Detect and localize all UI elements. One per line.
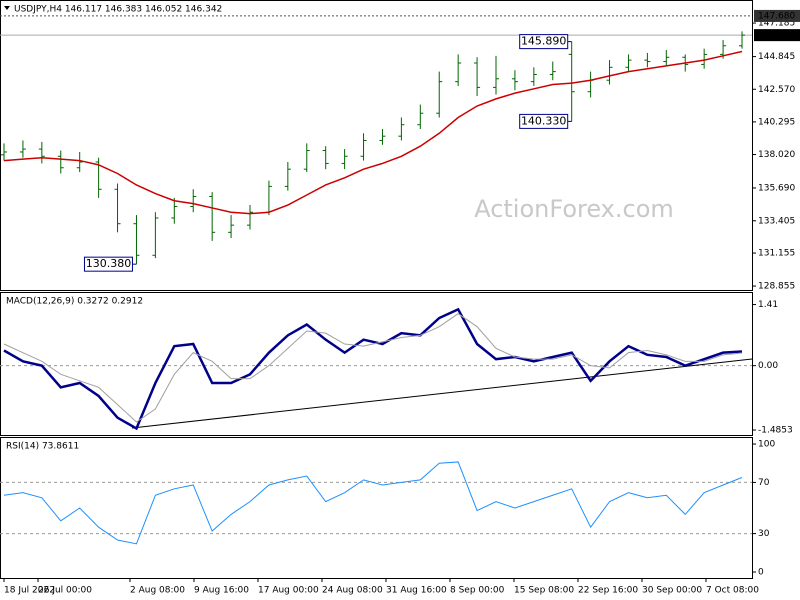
symbol-icon — [4, 6, 10, 10]
x-tick-label: 24 Aug 08:00 — [322, 586, 383, 596]
y-tick-label: 135.690 — [758, 183, 795, 193]
price-label-box — [754, 9, 800, 22]
y-tick-label: 133.405 — [758, 216, 795, 226]
x-tick-label: 2 Aug 08:00 — [130, 586, 185, 596]
y-tick-label: 140.295 — [758, 117, 795, 127]
panel-frame — [0, 437, 753, 579]
y-tick-label: 138.020 — [758, 150, 795, 160]
annotation-box — [83, 256, 133, 272]
x-tick-label: 7 Oct 08:00 — [706, 586, 759, 596]
x-tick-label: 18 Jul 2022 — [4, 586, 55, 596]
indicator-line — [3, 313, 743, 423]
price-label-box — [754, 29, 800, 42]
panel-frame — [0, 0, 753, 291]
chart-title: USDJPY,H4 146.117 146.383 146.052 146.34… — [14, 5, 222, 15]
x-tick-label: 8 Sep 00:00 — [450, 586, 505, 596]
x-tick-label: 30 Sep 00:00 — [642, 586, 702, 596]
y-tick-label: 142.570 — [758, 85, 795, 95]
panel-frame — [0, 292, 753, 436]
x-tick-label: 22 Sep 16:00 — [578, 586, 638, 596]
indicator-line — [3, 307, 743, 431]
x-tick-label: 31 Aug 16:00 — [386, 586, 447, 596]
y-tick-label: 1.41 — [758, 300, 778, 310]
annotation-box — [519, 34, 569, 50]
y-tick-label: 100 — [758, 440, 775, 450]
x-tick-label: 17 Aug 00:00 — [258, 586, 319, 596]
y-tick-label: 131.155 — [758, 249, 795, 259]
y-tick-label: 144.845 — [758, 52, 795, 62]
watermark: ActionForex.com — [474, 195, 674, 223]
y-tick-label: 128.855 — [758, 282, 795, 292]
annotation-label: 145.890 — [521, 35, 567, 48]
price-label: 147.680 — [758, 11, 795, 21]
moving-average — [3, 50, 743, 215]
y-tick-label: 70 — [758, 478, 770, 488]
y-tick-label: 0 — [758, 567, 764, 577]
trend-line — [131, 358, 753, 429]
panel-title: RSI(14) 73.8611 — [6, 442, 79, 452]
x-tick-label: 15 Sep 08:00 — [514, 586, 574, 596]
annotation-box — [519, 113, 569, 129]
y-tick-label: 147.185 — [758, 19, 795, 29]
y-tick-label: 30 — [758, 529, 770, 539]
indicator-line — [3, 461, 743, 545]
y-tick-label: -1.4853 — [758, 426, 793, 436]
annotation-label: 140.330 — [521, 114, 567, 127]
x-tick-label: 26 Jul 00:00 — [38, 586, 92, 596]
annotation-label: 130.380 — [86, 257, 132, 270]
panel-title: MACD(12,26,9) 0.3272 0.2912 — [6, 297, 143, 307]
price-label: 146.342 — [758, 31, 795, 41]
x-tick-label: 9 Aug 16:00 — [194, 586, 249, 596]
y-tick-label: 0.00 — [758, 361, 778, 371]
